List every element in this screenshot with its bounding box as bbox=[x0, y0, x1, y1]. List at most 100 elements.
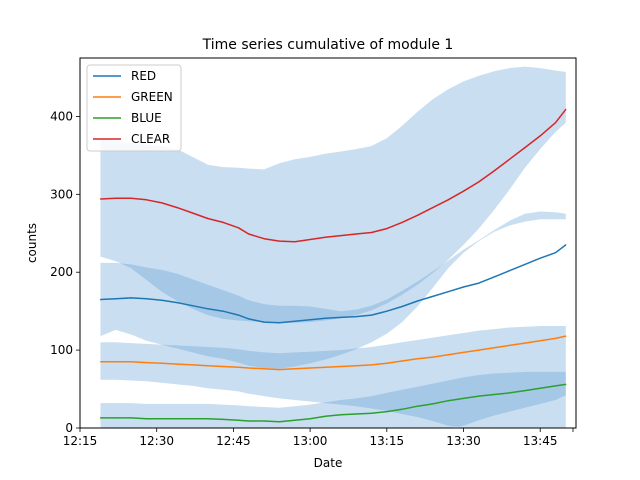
y-axis: 0 100 200 300 400 bbox=[50, 109, 80, 435]
data-point-clear bbox=[294, 241, 296, 243]
x-tick-label: 12:15 bbox=[63, 434, 98, 448]
data-point-blue bbox=[447, 400, 449, 402]
data-point-blue bbox=[191, 418, 194, 420]
data-point-green bbox=[370, 364, 373, 366]
y-tick-label: 100 bbox=[50, 343, 73, 357]
data-point-clear bbox=[115, 197, 117, 199]
data-point-red bbox=[432, 295, 434, 297]
data-point-green bbox=[355, 365, 357, 367]
x-tick-label: 12:45 bbox=[216, 434, 251, 448]
data-point-green bbox=[309, 367, 311, 369]
data-point-green bbox=[248, 367, 250, 369]
y-tick-label: 300 bbox=[50, 187, 73, 201]
series-line-red bbox=[100, 244, 567, 324]
legend: RED GREEN BLUE CLEAR bbox=[86, 64, 182, 152]
data-point-clear bbox=[176, 207, 178, 209]
data-point-green bbox=[145, 362, 148, 364]
data-point-clear bbox=[99, 198, 102, 200]
data-point-green bbox=[478, 349, 480, 351]
data-point-green bbox=[462, 351, 465, 353]
confidence-bands bbox=[100, 66, 566, 428]
data-point-blue bbox=[539, 387, 541, 389]
data-point-green bbox=[524, 342, 526, 344]
data-point-green bbox=[340, 365, 342, 368]
data-point-green bbox=[294, 368, 296, 370]
data-point-red bbox=[278, 322, 280, 324]
data-point-blue bbox=[263, 420, 265, 422]
data-point-blue bbox=[401, 408, 403, 410]
data-point-red bbox=[115, 298, 117, 300]
data-point-green bbox=[278, 369, 280, 371]
data-point-clear bbox=[416, 214, 419, 216]
data-point-blue bbox=[508, 392, 511, 394]
data-point-blue bbox=[432, 403, 434, 405]
data-point-red bbox=[508, 270, 511, 272]
data-point-clear bbox=[478, 181, 480, 183]
data-point-blue bbox=[370, 412, 373, 414]
y-tick-label: 400 bbox=[50, 109, 73, 123]
series-line-blue bbox=[100, 383, 566, 423]
data-point-red bbox=[191, 305, 194, 307]
x-axis: 12:15 12:30 12:45 13:00 13:15 13:30 13:45 bbox=[63, 428, 574, 448]
data-point-red bbox=[294, 320, 296, 322]
y-tick-label: 200 bbox=[50, 265, 73, 279]
data-point-blue bbox=[161, 418, 163, 420]
data-point-clear bbox=[222, 221, 224, 223]
data-point-red bbox=[554, 252, 557, 254]
data-point-blue bbox=[386, 411, 388, 413]
x-tick-label: 13:00 bbox=[293, 434, 328, 448]
series-lines bbox=[99, 108, 567, 423]
data-point-red bbox=[161, 299, 163, 301]
data-point-blue bbox=[355, 413, 357, 415]
data-point-red bbox=[176, 302, 178, 304]
data-point-clear bbox=[324, 236, 326, 238]
data-point-red bbox=[130, 297, 132, 299]
x-tick-label: 12:30 bbox=[139, 434, 174, 448]
data-point-clear bbox=[355, 233, 357, 235]
data-point-blue bbox=[237, 419, 240, 421]
data-point-clear bbox=[248, 233, 250, 235]
data-point-red bbox=[447, 291, 449, 293]
data-point-green bbox=[508, 344, 511, 346]
band-blue bbox=[100, 371, 566, 428]
data-point-blue bbox=[340, 414, 342, 416]
data-point-green bbox=[565, 335, 567, 337]
legend-label-green: GREEN bbox=[131, 90, 173, 104]
data-point-red bbox=[340, 316, 342, 318]
band-red bbox=[100, 211, 566, 369]
data-point-red bbox=[248, 318, 250, 320]
data-point-clear bbox=[565, 108, 567, 110]
data-point-clear bbox=[207, 217, 209, 220]
data-point-red bbox=[222, 310, 224, 312]
data-point-green bbox=[432, 356, 434, 358]
data-point-clear bbox=[554, 122, 557, 124]
plot-frame bbox=[79, 57, 577, 429]
data-point-red bbox=[145, 298, 148, 300]
data-point-green bbox=[115, 361, 117, 363]
data-point-green bbox=[161, 362, 163, 364]
data-point-clear bbox=[237, 227, 240, 229]
data-point-blue bbox=[565, 383, 567, 385]
data-point-red bbox=[263, 321, 265, 323]
data-point-clear bbox=[145, 199, 148, 201]
data-point-blue bbox=[176, 418, 178, 420]
data-point-red bbox=[565, 244, 567, 246]
band-green bbox=[100, 326, 566, 428]
data-point-red bbox=[324, 317, 326, 319]
data-point-blue bbox=[207, 418, 209, 420]
data-point-clear bbox=[370, 231, 373, 234]
data-point-green bbox=[324, 366, 326, 368]
data-point-clear bbox=[539, 135, 541, 137]
x-tick-label: 13:15 bbox=[370, 434, 405, 448]
data-point-clear bbox=[278, 240, 280, 242]
data-point-green bbox=[130, 361, 132, 363]
data-point-blue bbox=[99, 417, 102, 419]
data-point-green bbox=[554, 337, 557, 339]
data-point-blue bbox=[130, 417, 132, 419]
data-point-clear bbox=[309, 238, 311, 241]
data-point-green bbox=[539, 340, 541, 342]
data-point-blue bbox=[222, 418, 224, 420]
data-point-clear bbox=[401, 221, 403, 223]
data-point-red bbox=[462, 286, 465, 288]
